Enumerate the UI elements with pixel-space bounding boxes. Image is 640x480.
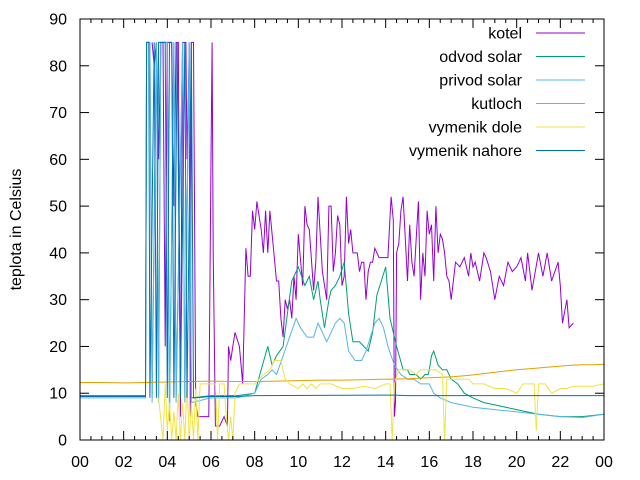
legend-label: odvod solar [439, 49, 522, 66]
x-tick-label: 20 [508, 454, 526, 471]
y-tick-label: 70 [49, 105, 67, 122]
legend-label: kutloch [471, 96, 522, 113]
y-tick-label: 10 [49, 386, 67, 403]
x-tick-label: 02 [115, 454, 133, 471]
y-tick-label: 60 [49, 152, 67, 169]
x-tick-label: 12 [333, 454, 351, 471]
series-line-4 [158, 360, 605, 441]
legend: kotel odvod solar privod solar kutloch vymen… [409, 26, 585, 160]
plot-area [80, 41, 605, 441]
legend-label: vymenik dole [429, 120, 522, 137]
y-tick-label: 0 [58, 433, 67, 450]
legend-label: vymenik nahore [409, 143, 522, 160]
x-tick-label: 22 [551, 454, 569, 471]
y-tick-label: 50 [49, 199, 67, 216]
y-axis-label: teplota in Celsius [8, 169, 25, 291]
legend-label: kotel [488, 26, 522, 43]
x-tick-label: 16 [420, 454, 438, 471]
x-tick-label: 08 [246, 454, 264, 471]
x-tick-label: 10 [289, 454, 307, 471]
y-tick-label: 30 [49, 292, 67, 309]
x-tick-label: 00 [595, 454, 613, 471]
y-tick-label: 40 [49, 245, 67, 262]
y-tick-label: 80 [49, 58, 67, 75]
x-tick-label: 18 [464, 454, 482, 471]
legend-label: privod solar [439, 73, 522, 90]
series-line-2 [80, 41, 605, 422]
x-tick-label: 00 [71, 454, 89, 471]
x-tick-label: 06 [202, 454, 220, 471]
y-tick-label: 20 [49, 339, 67, 356]
y-axis: 0 10 20 30 40 50 60 70 80 90 [49, 12, 604, 450]
y-tick-label: 90 [49, 12, 67, 29]
x-tick-label: 04 [158, 454, 176, 471]
x-axis: 00 02 04 06 08 10 12 14 16 18 20 22 00 [71, 19, 613, 471]
series-line-0 [151, 41, 574, 427]
x-tick-label: 14 [377, 454, 395, 471]
series-line-3 [80, 363, 605, 384]
series-line-5 [80, 41, 604, 399]
